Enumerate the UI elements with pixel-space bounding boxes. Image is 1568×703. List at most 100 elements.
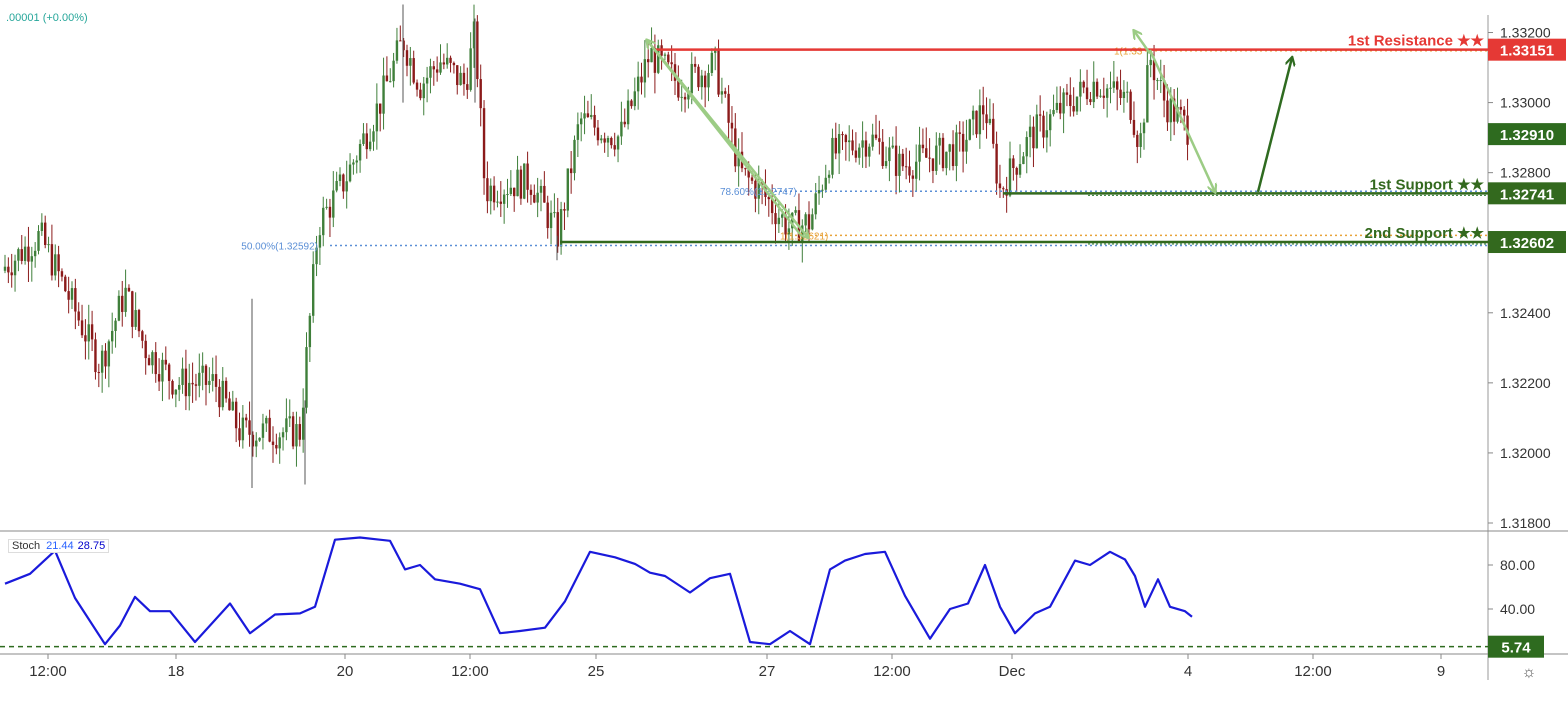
candle-body [690,63,693,94]
candle-body [881,141,884,167]
candle-body [831,137,834,175]
candle-body [352,162,355,165]
candle-body [737,151,740,167]
candle-body [529,189,533,195]
candle-body [332,190,335,218]
candle-body [456,65,459,86]
candle-body [362,133,365,144]
candle-body [1018,164,1022,175]
settings-icon[interactable]: ☼ [1522,664,1537,681]
candle-body [821,189,824,191]
time-tick-label: 12:00 [451,663,489,680]
candle-body [1119,89,1122,99]
candle-body [60,271,64,277]
candle-body [998,183,1002,189]
candle-body [248,420,251,435]
candle-body [663,54,667,56]
candle-body [328,206,332,218]
candle-body [858,147,861,158]
stoch-legend[interactable]: Stoch 21.44 28.75 [8,539,110,553]
candle-body [935,145,938,171]
candle-body [422,83,425,99]
stoch-line [4,536,1193,646]
candle-body [221,380,224,408]
level-price-label: 1.32602 [1500,235,1554,252]
candle-body [523,163,526,199]
candle-body [198,372,201,386]
candle-body [54,254,57,276]
candle-body [948,144,951,152]
candle-body [868,146,871,157]
candle-body [275,444,278,449]
candle-body [978,105,982,135]
candle-body [539,185,543,193]
candle-body [315,247,318,265]
candle-body [80,320,84,336]
candle-body [111,330,114,342]
candle-body [97,372,100,374]
candle-body [633,91,636,107]
candle-body [399,40,402,42]
stoch-baseline-label: 5.74 [1501,640,1531,657]
stoch-tick-label: 80.00 [1500,557,1535,573]
candle-body [583,113,586,119]
candle-body [121,295,124,312]
level-price-badge [1488,231,1566,254]
candle-body [144,340,147,359]
candle-body [245,417,248,421]
candle-body [157,374,161,382]
candle-body [64,276,67,292]
candle-body [492,185,496,203]
candle-body [305,347,308,408]
candle-body [1038,114,1042,116]
candle-body [1008,158,1012,196]
ohlc-change-readout: .00001 (+0.00%) [6,12,88,24]
candle-body [894,145,898,176]
price-tick-label: 1.31800 [1500,515,1551,531]
candle-body [298,424,301,440]
candle-body [911,175,915,179]
candle-body [563,209,566,211]
support-level-name: 2nd Support ★★ [1365,225,1485,242]
candle-body [1169,98,1172,123]
support-level-name: 1st Support ★★ [1370,176,1485,193]
candle-body [74,288,77,312]
candle-body [941,137,945,169]
candle-body [308,315,312,348]
candle-body [10,272,13,276]
level-price-label: 1.32741 [1500,186,1554,203]
price-tick-label: 1.32800 [1500,165,1551,181]
candle-body [1183,109,1186,116]
candle-body [724,91,727,94]
projected-arrow-up [1256,58,1292,193]
candle-body [874,134,878,139]
candle-body [1002,188,1005,190]
candle-body [844,135,848,143]
candle-body [1152,59,1156,81]
candle-body [228,398,231,411]
candle-body [385,75,389,82]
candle-body [673,64,677,81]
candle-body [1116,81,1119,90]
candle-body [201,365,204,373]
candle-body [131,291,134,327]
candle-body [898,153,901,176]
candle-body [566,168,569,211]
candle-body [968,119,971,140]
candle-body [1156,80,1159,82]
candle-body [961,133,965,152]
candle-body [643,59,647,83]
candle-body [509,187,513,195]
candle-body [372,131,375,142]
candle-body [955,132,958,167]
candle-body [636,76,640,92]
candle-body [871,134,874,147]
candle-body [593,114,596,128]
candle-body [218,386,221,408]
candle-body [1059,102,1062,114]
candle-body [851,140,854,151]
candle-body [533,194,536,203]
candle-body [17,249,20,261]
